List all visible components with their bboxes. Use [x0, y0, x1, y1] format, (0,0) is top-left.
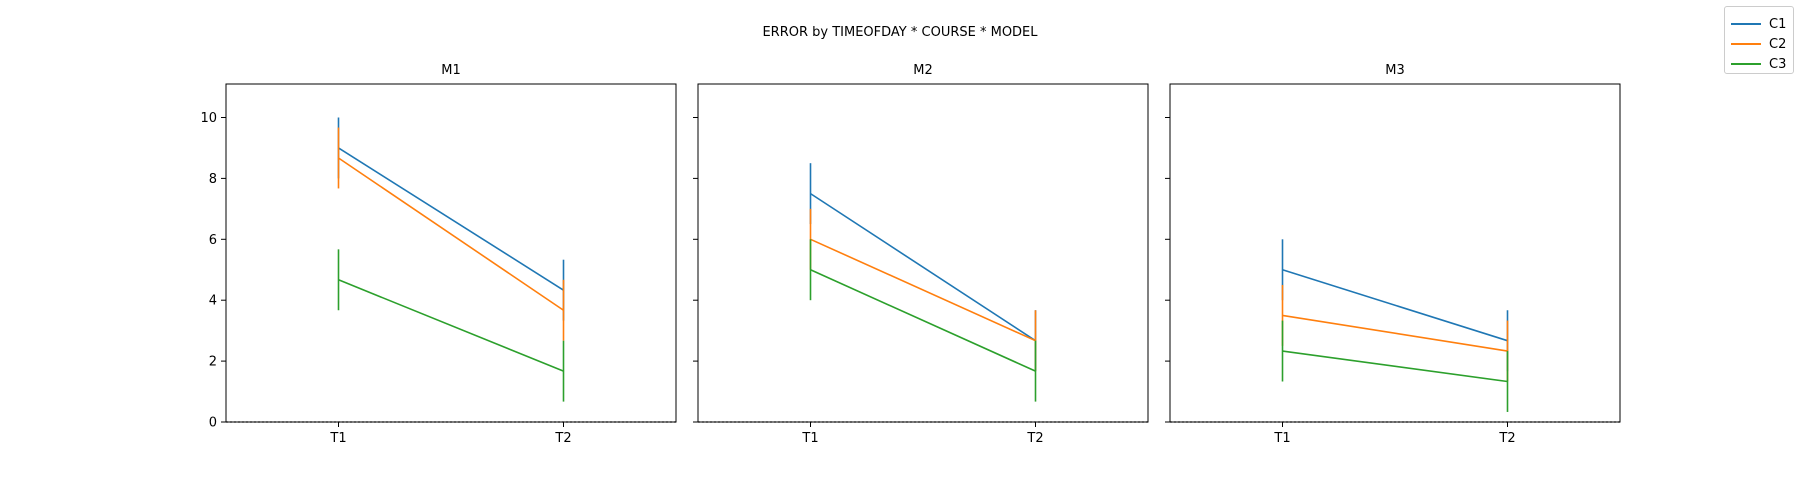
series-line-c2 — [338, 157, 564, 311]
legend-swatch-c1 — [1731, 23, 1761, 25]
y-tick-label: 4 — [209, 294, 217, 309]
series-line-c2 — [810, 238, 1036, 342]
legend-item-c3: C3 — [1731, 54, 1786, 74]
panel-title: M3 — [1385, 63, 1405, 78]
y-tick-label: 10 — [200, 111, 217, 126]
series-line-c3 — [338, 279, 564, 372]
x-tick-label: T2 — [1026, 431, 1043, 446]
panel-m3: M3 T1 T2 — [1165, 63, 1621, 446]
y-tick-label: 0 — [209, 416, 217, 431]
series-line-c1 — [810, 192, 1036, 342]
legend-swatch-c3 — [1731, 63, 1761, 65]
x-tick-label: T2 — [554, 431, 571, 446]
panel-title: M1 — [441, 63, 461, 78]
series-line-c1 — [338, 147, 564, 291]
series-line-c2 — [1282, 314, 1508, 352]
y-tick-label: 8 — [209, 172, 217, 187]
chart-title: ERROR by TIMEOFDAY * COURSE * MODEL — [762, 25, 1038, 40]
y-tick-label: 2 — [209, 355, 217, 370]
panel-m1: M1 0 2 4 6 8 10 T1 T2 — [200, 63, 677, 446]
panel-m2: M2 T1 T2 — [693, 63, 1149, 446]
legend-item-c2: C2 — [1731, 34, 1786, 54]
legend: C1 C2 C3 — [1724, 6, 1794, 74]
x-tick-label: T2 — [1498, 431, 1515, 446]
legend-label-c3: C3 — [1769, 56, 1787, 72]
legend-label-c1: C1 — [1769, 16, 1787, 32]
legend-item-c1: C1 — [1731, 14, 1786, 34]
axes-frame — [697, 83, 1149, 423]
legend-label-c2: C2 — [1769, 36, 1787, 52]
series-line-c3 — [1282, 350, 1508, 383]
y-tick-label: 6 — [209, 233, 217, 248]
axes-frame — [225, 83, 677, 423]
legend-swatch-c2 — [1731, 43, 1761, 45]
series-line-c3 — [810, 269, 1036, 372]
panels: M1 0 2 4 6 8 10 T1 T2 M2 T1 T2 M3 T1 T2 — [200, 63, 1621, 446]
x-tick-label: T1 — [801, 431, 818, 446]
x-tick-label: T1 — [1273, 431, 1290, 446]
series-line-c1 — [1282, 268, 1508, 342]
axes-frame — [1169, 83, 1621, 423]
panel-title: M2 — [913, 63, 933, 78]
x-tick-label: T1 — [329, 431, 346, 446]
